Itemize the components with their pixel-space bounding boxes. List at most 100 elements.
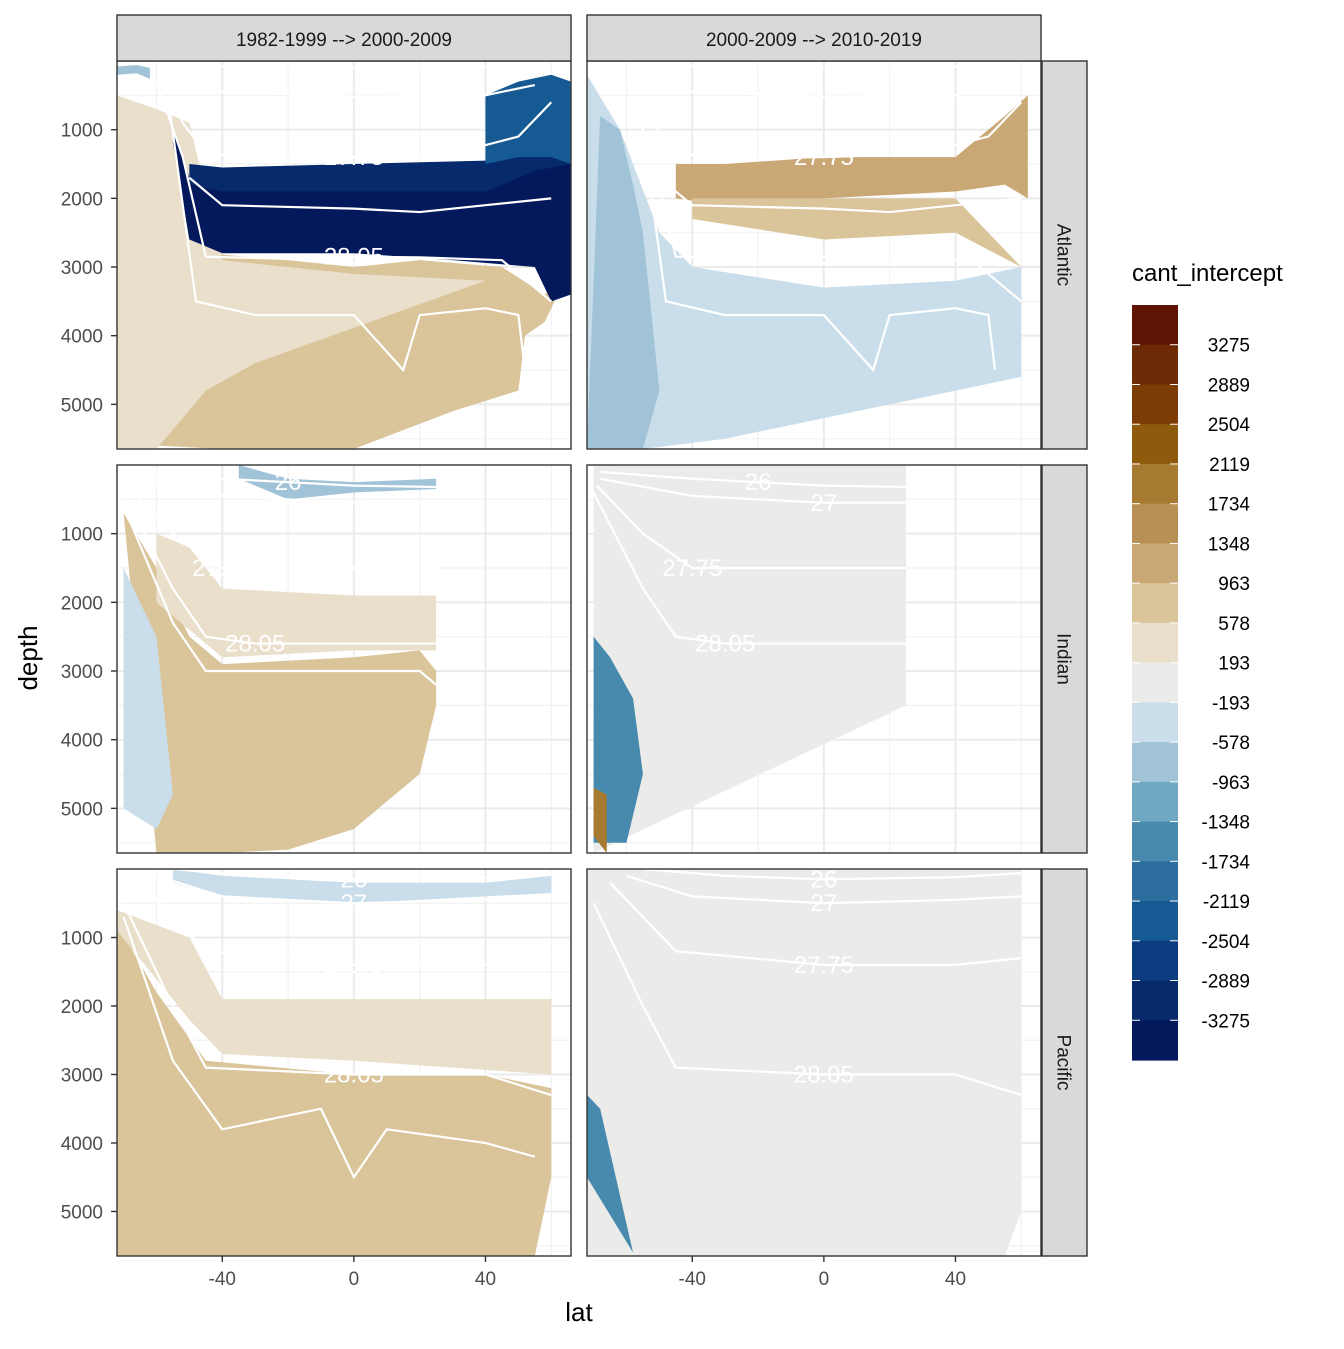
panel-border <box>586 868 1042 1257</box>
contour-0-0 <box>172 63 535 70</box>
contour-5-1 <box>626 874 1022 905</box>
band-4-0 <box>117 923 552 1256</box>
y-tick-label: 5000 <box>61 395 103 416</box>
band-2-2 <box>123 568 173 829</box>
legend-label-10: -578 <box>1212 733 1250 754</box>
contour-label-2-0: 26 <box>275 469 302 496</box>
contour-4-3 <box>122 902 552 1097</box>
x-tick-label: -40 <box>679 1269 706 1290</box>
legend-label-15: -2504 <box>1201 932 1250 953</box>
filled-bands <box>587 74 1028 449</box>
panel-border <box>586 464 1042 854</box>
legend-label-7: 578 <box>1218 614 1250 635</box>
contour-2-2 <box>126 484 437 570</box>
contour-4-0 <box>172 869 552 881</box>
legend-swatch-8 <box>1132 622 1178 664</box>
legend-swatch-14 <box>1132 861 1178 902</box>
contour-1-3 <box>625 81 1022 303</box>
strip-background <box>1041 60 1088 450</box>
legend-swatch-6 <box>1132 543 1178 584</box>
contour-label-0-0: 26 <box>341 56 368 83</box>
strip-background <box>586 14 1042 62</box>
y-tick-label: 5000 <box>61 799 103 820</box>
band-1-3 <box>692 198 1022 268</box>
band-1-2 <box>675 95 1028 206</box>
band-3-2 <box>593 787 607 853</box>
panel-border <box>116 868 572 1257</box>
legend-label-4: 1734 <box>1208 495 1251 516</box>
band-3-0 <box>593 465 907 853</box>
legend-swatch-10 <box>1132 702 1178 743</box>
contour-label-3-3: 28.05 <box>695 631 755 658</box>
x-tick-label: 40 <box>475 1269 496 1290</box>
legend: cant_intercept 3275 2889 2504 2119 1734 1348 9… <box>1132 260 1283 1061</box>
y-tick-label: 4000 <box>61 327 103 348</box>
contour-label-1-1: 27 <box>811 84 838 111</box>
contour-0-3 <box>155 81 552 303</box>
contour-0-1 <box>166 72 536 98</box>
contour-label-0-2: 27.75 <box>324 144 384 171</box>
legend-swatch-1 <box>1132 344 1178 386</box>
band-1-0 <box>587 74 1022 449</box>
contour-2-3 <box>122 491 437 645</box>
contour-2-1 <box>129 477 437 504</box>
legend-label-11: -963 <box>1212 773 1250 794</box>
contour-2-0 <box>130 470 437 489</box>
strip-background <box>1041 464 1088 854</box>
axes: 1000200030004000500010002000300040005000… <box>61 121 966 1290</box>
contour-5-2 <box>609 881 1022 966</box>
legend-swatch-11 <box>1132 742 1178 783</box>
strip-background <box>116 14 572 62</box>
contour-label-4-2: 27.75 <box>324 952 384 979</box>
legend-swatch-13 <box>1132 821 1178 862</box>
band-2-3 <box>238 465 437 500</box>
legend-swatch-2 <box>1132 384 1178 425</box>
contour-2-4 <box>122 505 437 686</box>
legend-label-0: 3275 <box>1208 336 1250 357</box>
column-strip-label-0: 1982-1999 --> 2000-2009 <box>236 30 452 51</box>
legend-label-9: -193 <box>1212 693 1250 714</box>
legend-label-3: 2119 <box>1209 455 1250 476</box>
y-tick-label: 3000 <box>61 1065 103 1086</box>
contour-label-4-3: 28.05 <box>324 1061 384 1088</box>
legend-label-1: 2889 <box>1208 375 1250 396</box>
contour-3-0 <box>600 470 907 489</box>
legend-swatch-16 <box>1132 940 1178 982</box>
row-strip-2: Pacific <box>1041 868 1088 1257</box>
x-tick-label: -40 <box>209 1269 236 1290</box>
contour-4-2 <box>139 881 552 966</box>
x-axis-title: lat <box>565 1297 593 1327</box>
x-tick-label: 0 <box>349 1269 360 1290</box>
band-4-1 <box>117 910 552 1075</box>
panel-border <box>116 464 572 854</box>
legend-swatch-5 <box>1132 503 1178 545</box>
x-tick-label: 40 <box>945 1269 966 1290</box>
contour-label-0-1: 27 <box>341 84 368 111</box>
legend-label-5: 1348 <box>1208 534 1250 555</box>
panel-1-0: 26 27 27.75 28.05 <box>116 464 572 854</box>
y-tick-label: 1000 <box>61 121 103 142</box>
y-tick-label: 3000 <box>61 258 103 279</box>
legend-label-17: -3275 <box>1201 1011 1250 1032</box>
row-strip-label-1: Indian <box>1053 633 1074 685</box>
column-strip-0: 1982-1999 --> 2000-2009 <box>116 14 572 62</box>
contour-label-3-1: 27 <box>811 490 838 517</box>
contour-3-2 <box>596 484 907 570</box>
contour-label-5-1: 27 <box>811 890 838 917</box>
y-tick-label: 2000 <box>61 997 103 1018</box>
band-0-5 <box>117 65 150 79</box>
contour-1-5 <box>638 108 997 373</box>
contour-1-4 <box>658 176 1022 214</box>
legend-label-8: 193 <box>1218 654 1250 675</box>
contour-4-1 <box>156 874 552 905</box>
legend-label-6: 963 <box>1218 574 1250 595</box>
contour-label-3-0: 26 <box>745 469 772 496</box>
band-4-2 <box>172 869 552 904</box>
contour-label-5-2: 27.75 <box>794 952 854 979</box>
